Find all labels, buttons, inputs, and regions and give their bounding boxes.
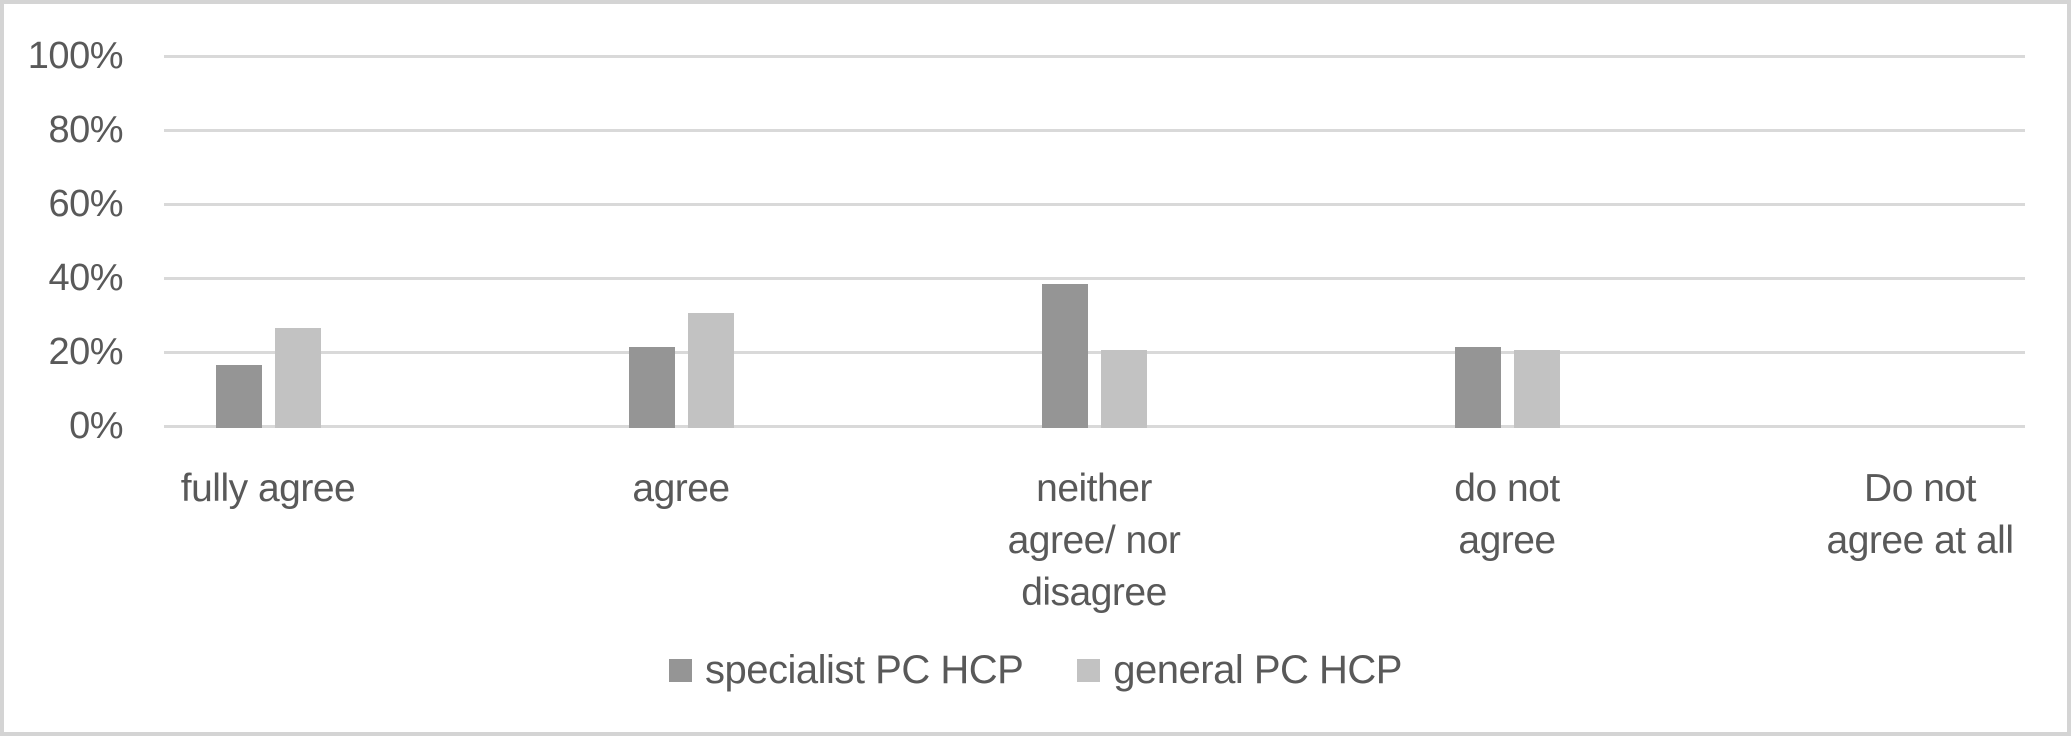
y-axis-tick-label: 100% [27,35,124,77]
x-axis-category-label-line: agree [632,467,730,510]
x-axis-category-label-line: Do not [1864,467,1976,510]
bar-specialist-pc-hcp-do-not-agree [1455,347,1501,428]
y-axis-tick-label: 80% [48,109,123,151]
bar-general-pc-hcp-fully-agree [275,328,321,428]
bar-specialist-pc-hcp-fully-agree [216,365,262,428]
x-axis-category-label-line: do not [1454,467,1560,510]
x-axis-line [164,425,2025,428]
x-axis-category-label-line: disagree [1021,571,1167,614]
bar-general-pc-hcp-do-not-agree [1514,350,1560,428]
y-axis-tick-label: 20% [48,331,123,373]
x-axis-category-label: fully agree [58,463,478,515]
y-axis-tick-label: 40% [48,257,123,299]
x-axis-category-label: do not agree [1297,463,1717,567]
y-axis-tick-label: 60% [48,183,123,225]
x-axis-category-label: agree [471,463,891,515]
legend-item-general-pc-hcp: general PC HCP [1077,648,1402,693]
gridline [164,277,2025,280]
legend: specialist PC HCP general PC HCP [4,645,2067,695]
bar-specialist-pc-hcp-neither-agree-nor-disagree [1042,284,1088,428]
bar-specialist-pc-hcp-agree [629,347,675,428]
x-axis-category-label-line: agree [1458,519,1556,562]
legend-label: general PC HCP [1113,647,1402,692]
gridline [164,129,2025,132]
gridline [164,351,2025,354]
x-axis-category-label-line: agree/ nor [1007,519,1181,562]
plot-area: 0% 20% 40% 60% 80% 100% fully agree agree neithe… [4,4,2067,732]
legend-label: specialist PC HCP [705,647,1024,692]
gridline [164,55,2025,58]
legend-swatch-general-pc-hcp [1077,658,1101,682]
y-axis-tick-label: 0% [69,405,123,447]
legend-swatch-specialist-pc-hcp [669,658,693,682]
bar-general-pc-hcp-agree [688,313,734,428]
bar-general-pc-hcp-neither-agree-nor-disagree [1101,350,1147,428]
legend-item-specialist-pc-hcp: specialist PC HCP [669,647,1024,693]
x-axis-category-label: neither agree/ nor disagree [884,463,1304,619]
x-axis-category-label-line: fully agree [180,467,356,510]
x-axis-category-label-line: agree at all [1826,519,2014,562]
x-axis-category-label-line: neither [1036,467,1152,510]
gridline [164,203,2025,206]
x-axis-category-label: Do not agree at all [1710,463,2067,567]
